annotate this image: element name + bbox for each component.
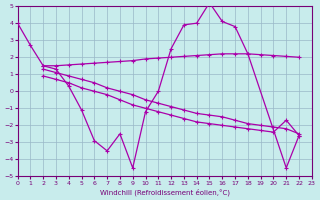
X-axis label: Windchill (Refroidissement éolien,°C): Windchill (Refroidissement éolien,°C) [100, 188, 230, 196]
